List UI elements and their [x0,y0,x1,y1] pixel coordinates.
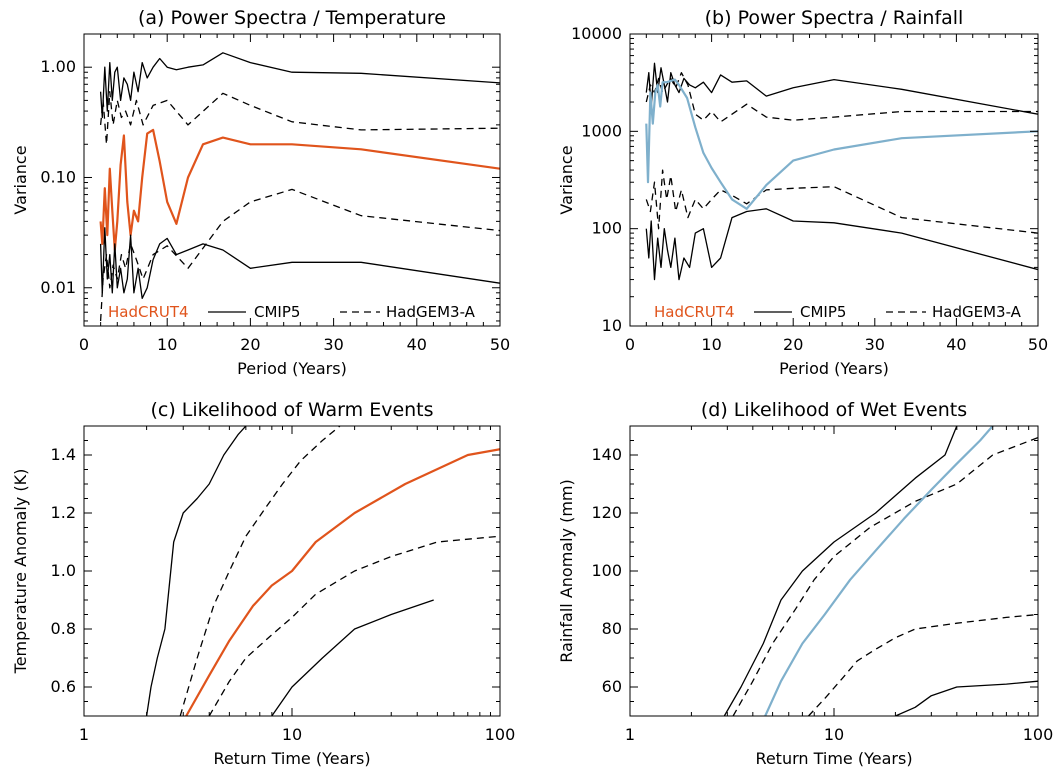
y-tick-label: 100 [591,219,622,238]
series-line-observed-rainfall [645,78,1038,210]
x-tick-label: 40 [407,335,427,354]
series-line-cmip5-upper [99,52,500,119]
y-tick-label: 60 [602,677,622,696]
x-tick-label: 10 [824,725,844,744]
series-line-cmip5-lower [99,227,500,300]
chart-panel-c: 1 10 100 0.6 0.8 1.0 1.2 1.4 (c) Likelihood of W… [11,399,515,768]
chart-title: (d) Likelihood of Wet Events [701,399,967,421]
y-tick-label: 140 [591,445,622,464]
y-axis-label: Rainfall Anomaly (mm) [557,479,576,663]
y-tick-label: 1.00 [40,57,76,76]
legend-label-cmip5: CMIP5 [254,303,300,321]
chart-panel-d: 1 10 100 60 80 100 120 140 (d) Likelihood of Wet… [557,399,1053,768]
plot-frame [83,33,501,327]
y-tick-label: 1.2 [51,503,76,522]
x-axis-label: Period (Years) [779,359,889,378]
x-tick-label: 100 [1023,725,1054,744]
plot-frame [629,425,1039,717]
x-tick-label: 40 [946,335,966,354]
x-tick-label: 20 [783,335,803,354]
x-tick-label: 50 [490,335,510,354]
series-line-cmip5-lower [895,680,1038,716]
series-line-hadgem3-a-lower [208,535,500,716]
y-tick-label: 0.01 [40,278,76,297]
x-tick-label: 100 [485,725,516,744]
chart-title: (a) Power Spectra / Temperature [138,7,446,29]
legend-label-hadgem3-a: HadGEM3-A [932,303,1022,321]
series-line-hadgem3-a-upper [99,91,500,145]
x-tick-label: 10 [701,335,721,354]
series-line-observed-rainfall [764,426,994,716]
x-tick-label: 50 [1028,335,1048,354]
series-line-hadgem3-a-upper [645,72,1038,123]
y-tick-label: 0.8 [51,619,76,638]
y-tick-label: 80 [602,619,622,638]
x-tick-label: 1 [79,725,89,744]
y-axis-label: Variance [11,145,30,214]
legend-label-hadcrut4: HadCRUT4 [108,303,189,321]
legend-label-hadcrut4: HadCRUT4 [654,303,735,321]
plot-frame [629,33,1039,327]
legend: HadCRUT4 CMIP5 HadGEM3-A [654,303,1022,321]
series-line-hadgem3-a-upper [732,436,1038,716]
x-tick-label: 10 [157,335,177,354]
series-line-hadgem3-a-upper [179,426,341,716]
y-tick-label: 0.10 [40,167,76,186]
series-line-observed-temperature [185,448,500,716]
series-line-hadcrut4 [99,128,500,252]
y-tick-label: 10 [602,316,622,335]
legend: HadCRUT4 CMIP5 HadGEM3-A [108,303,476,321]
chart-panel-a: 0 10 20 30 40 50 0.01 0.10 1.00 (a) Power Spectra… [11,7,510,378]
series-line-cmip5-upper [145,426,247,716]
series-line-cmip5-lower [271,599,434,716]
y-tick-label: 1.4 [51,445,76,464]
y-tick-label: 1000 [581,121,622,140]
x-axis-label: Return Time (Years) [755,749,912,768]
x-tick-label: 1 [625,725,635,744]
series-line-hadgem3-a-lower [645,169,1038,234]
x-tick-label: 30 [865,335,885,354]
series-line-hadgem3-a-lower [99,188,500,322]
y-axis-label: Variance [557,145,576,214]
x-tick-label: 20 [240,335,260,354]
y-tick-label: 0.6 [51,677,76,696]
legend-label-cmip5: CMIP5 [800,303,846,321]
x-tick-label: 30 [323,335,343,354]
x-tick-label: 0 [625,335,635,354]
x-axis-label: Period (Years) [237,359,347,378]
chart-title: (c) Likelihood of Warm Events [150,399,433,421]
chart-title: (b) Power Spectra / Rainfall [705,7,964,29]
x-tick-label: 10 [282,725,302,744]
x-axis-label: Return Time (Years) [213,749,370,768]
y-tick-label: 1.0 [51,561,76,580]
series-line-cmip5-lower [645,208,1038,281]
series-line-hadgem3-a-lower [808,613,1038,716]
legend-label-hadgem3-a: HadGEM3-A [386,303,476,321]
series-line-cmip5-upper [723,426,958,716]
series-line-cmip5-upper [645,62,1038,115]
x-tick-label: 0 [79,335,89,354]
y-axis-label: Temperature Anomaly (K) [11,469,30,675]
y-tick-label: 120 [591,503,622,522]
y-tick-label: 100 [591,561,622,580]
y-tick-label: 10000 [571,24,622,43]
